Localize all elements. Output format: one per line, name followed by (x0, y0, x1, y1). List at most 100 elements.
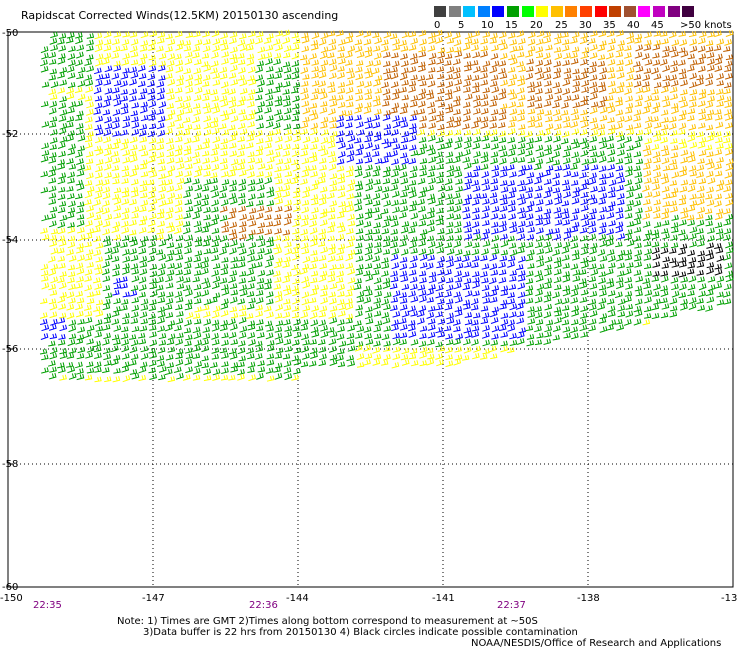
wind-barb (211, 332, 219, 340)
wind-barb (149, 324, 157, 331)
wind-barb (50, 94, 58, 100)
wind-barb (373, 179, 381, 185)
wind-barb (309, 102, 318, 109)
wind-barb (409, 127, 418, 135)
wind-barb (301, 291, 310, 299)
wind-barb (248, 374, 256, 382)
wind-barb (651, 233, 660, 240)
legend-swatch (638, 6, 651, 17)
wind-barb (662, 100, 671, 108)
wind-barb (164, 178, 173, 186)
wind-barb (255, 74, 264, 82)
wind-barb (221, 226, 230, 233)
wind-barb (472, 142, 481, 150)
wind-barb (356, 143, 364, 151)
wind-barb (552, 151, 560, 159)
wind-barb (508, 205, 516, 213)
wind-barb (201, 345, 210, 353)
wind-barb (238, 198, 246, 206)
wind-barb (157, 65, 166, 72)
wind-barb (635, 87, 644, 94)
wind-barb (129, 368, 138, 375)
wind-barb (642, 81, 650, 88)
wind-barb (418, 136, 427, 143)
wind-barb (264, 171, 273, 178)
lat-label: -52 (2, 129, 18, 140)
wind-barb (183, 145, 192, 152)
wind-barb (444, 60, 452, 66)
wind-barb (579, 296, 588, 303)
wind-barb (688, 165, 697, 172)
wind-barb (507, 121, 516, 128)
wind-barb (86, 108, 94, 116)
wind-barb (570, 108, 579, 116)
wind-barb (364, 212, 373, 220)
wind-barb (653, 39, 662, 46)
wind-barb (687, 205, 696, 212)
wind-barb (482, 60, 491, 67)
wind-barb (553, 123, 562, 131)
wind-barb (401, 359, 410, 366)
wind-barb (643, 150, 652, 157)
wind-barb (122, 115, 131, 122)
wind-barb (392, 164, 400, 171)
wind-barb (527, 108, 536, 115)
wind-barb (698, 136, 707, 144)
wind-barb (176, 283, 185, 290)
wind-barb (337, 283, 345, 291)
wind-barb (104, 65, 113, 73)
wind-barb (579, 128, 588, 136)
wind-barb (138, 227, 147, 234)
wind-barb (247, 151, 255, 158)
wind-barb (57, 221, 66, 229)
wind-barb (230, 115, 239, 123)
wind-barb (41, 52, 49, 60)
wind-barb (598, 198, 606, 205)
wind-barb (570, 37, 578, 44)
wind-barb (688, 101, 697, 108)
wind-barb (389, 241, 398, 249)
wind-barb (95, 74, 104, 81)
wind-barb (102, 207, 110, 215)
wind-barb (176, 109, 185, 117)
wind-barb (275, 304, 283, 312)
wind-barb (337, 72, 345, 79)
wind-barb (552, 179, 560, 187)
wind-barb (211, 143, 220, 151)
wind-barb (428, 197, 436, 205)
wind-barb (329, 122, 338, 129)
wind-barb (715, 228, 724, 235)
wind-barb (418, 289, 427, 297)
wind-barb (383, 346, 391, 352)
wind-barb (696, 261, 705, 268)
wind-barb (203, 115, 212, 123)
wind-barb (562, 271, 571, 277)
wind-barb (643, 101, 652, 109)
wind-barb (598, 186, 606, 193)
wind-barb (508, 213, 517, 221)
wind-barb (535, 219, 544, 226)
wind-barb (164, 233, 173, 241)
wind-barb (140, 304, 149, 311)
wind-barb (410, 283, 418, 291)
wind-barb (445, 81, 454, 89)
wind-barb (174, 206, 183, 214)
wind-barb (66, 291, 75, 299)
wind-barb (275, 82, 283, 89)
wind-barb (695, 213, 704, 220)
wind-barb (390, 81, 399, 88)
wind-barb (131, 275, 140, 283)
wind-barb (318, 275, 327, 283)
wind-barb (381, 359, 389, 366)
wind-barb (246, 101, 255, 108)
wind-barb (49, 303, 58, 311)
wind-barb (391, 178, 399, 185)
wind-barb (544, 264, 552, 271)
wind-barb (112, 178, 120, 185)
wind-barb (40, 270, 49, 277)
wind-barb (579, 269, 587, 275)
legend-swatch (463, 6, 476, 17)
wind-barb (643, 282, 652, 290)
wind-barb (121, 187, 130, 194)
wind-barb (562, 289, 571, 297)
